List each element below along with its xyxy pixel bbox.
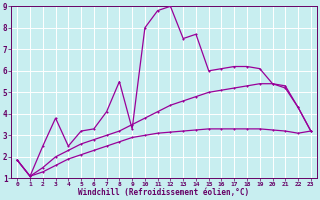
- X-axis label: Windchill (Refroidissement éolien,°C): Windchill (Refroidissement éolien,°C): [78, 188, 250, 197]
